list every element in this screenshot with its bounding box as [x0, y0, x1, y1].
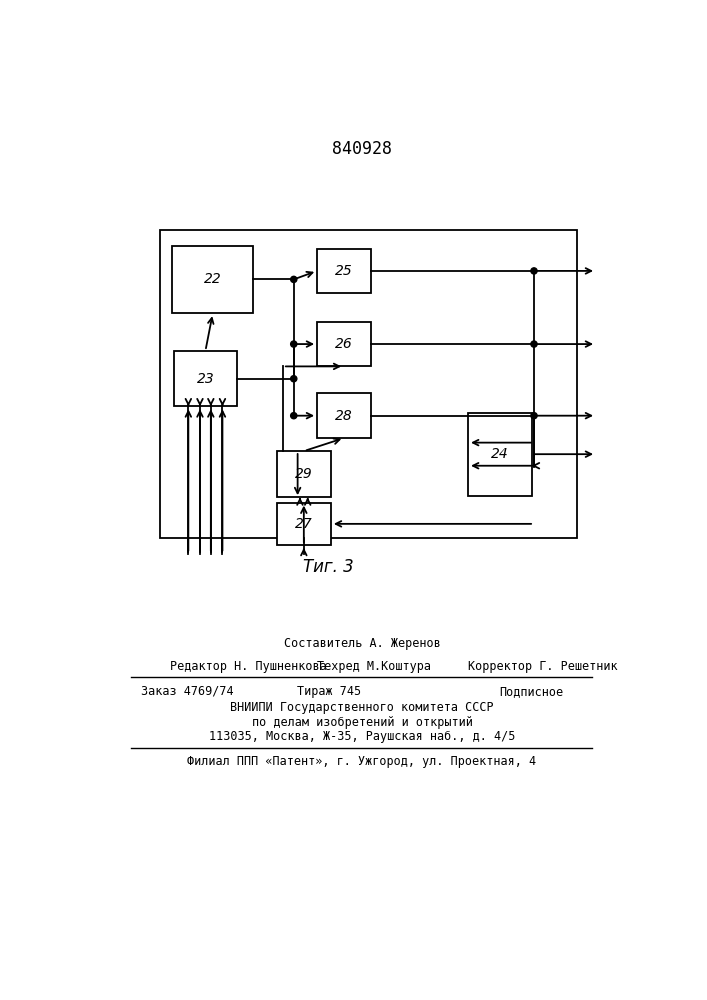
Text: Корректор Г. Решетник: Корректор Г. Решетник — [468, 660, 618, 673]
Bar — [160, 230, 577, 538]
Bar — [317, 393, 371, 438]
Bar — [317, 322, 371, 366]
Text: 840928: 840928 — [332, 140, 392, 158]
Text: 24: 24 — [491, 447, 509, 461]
Text: 23: 23 — [197, 372, 214, 386]
Text: 26: 26 — [335, 337, 353, 351]
Text: Редактор Н. Пушненкова: Редактор Н. Пушненкова — [170, 660, 327, 673]
Bar — [174, 351, 237, 406]
Bar — [468, 413, 532, 496]
Text: Составитель А. Жеренов: Составитель А. Жеренов — [284, 637, 440, 650]
Circle shape — [531, 413, 537, 419]
Text: Подписное: Подписное — [499, 685, 563, 698]
Bar — [317, 249, 371, 293]
Text: 28: 28 — [335, 409, 353, 423]
Circle shape — [291, 276, 297, 282]
Text: 113035, Москва, Ж-35, Раушская наб., д. 4/5: 113035, Москва, Ж-35, Раушская наб., д. … — [209, 730, 515, 743]
Text: Техред М.Коштура: Техред М.Коштура — [317, 660, 431, 673]
Text: 27: 27 — [295, 517, 312, 531]
Circle shape — [291, 341, 297, 347]
Circle shape — [531, 341, 537, 347]
Text: 25: 25 — [335, 264, 353, 278]
Text: Филиал ППП «Патент», г. Ужгород, ул. Проектная, 4: Филиал ППП «Патент», г. Ужгород, ул. Про… — [187, 755, 537, 768]
Text: ВНИИПИ Государственного комитета СССР: ВНИИПИ Государственного комитета СССР — [230, 701, 493, 714]
Text: 22: 22 — [204, 272, 221, 286]
Text: Заказ 4769/74: Заказ 4769/74 — [141, 685, 234, 698]
Circle shape — [291, 413, 297, 419]
Text: Тираж 745: Тираж 745 — [296, 685, 361, 698]
Circle shape — [291, 376, 297, 382]
Text: 29: 29 — [295, 467, 312, 481]
Text: по делам изобретений и открытий: по делам изобретений и открытий — [252, 716, 472, 729]
Text: Τиг. 3: Τиг. 3 — [303, 558, 354, 576]
Bar — [276, 503, 331, 545]
Bar — [172, 246, 253, 313]
Bar — [276, 451, 331, 497]
Circle shape — [531, 268, 537, 274]
